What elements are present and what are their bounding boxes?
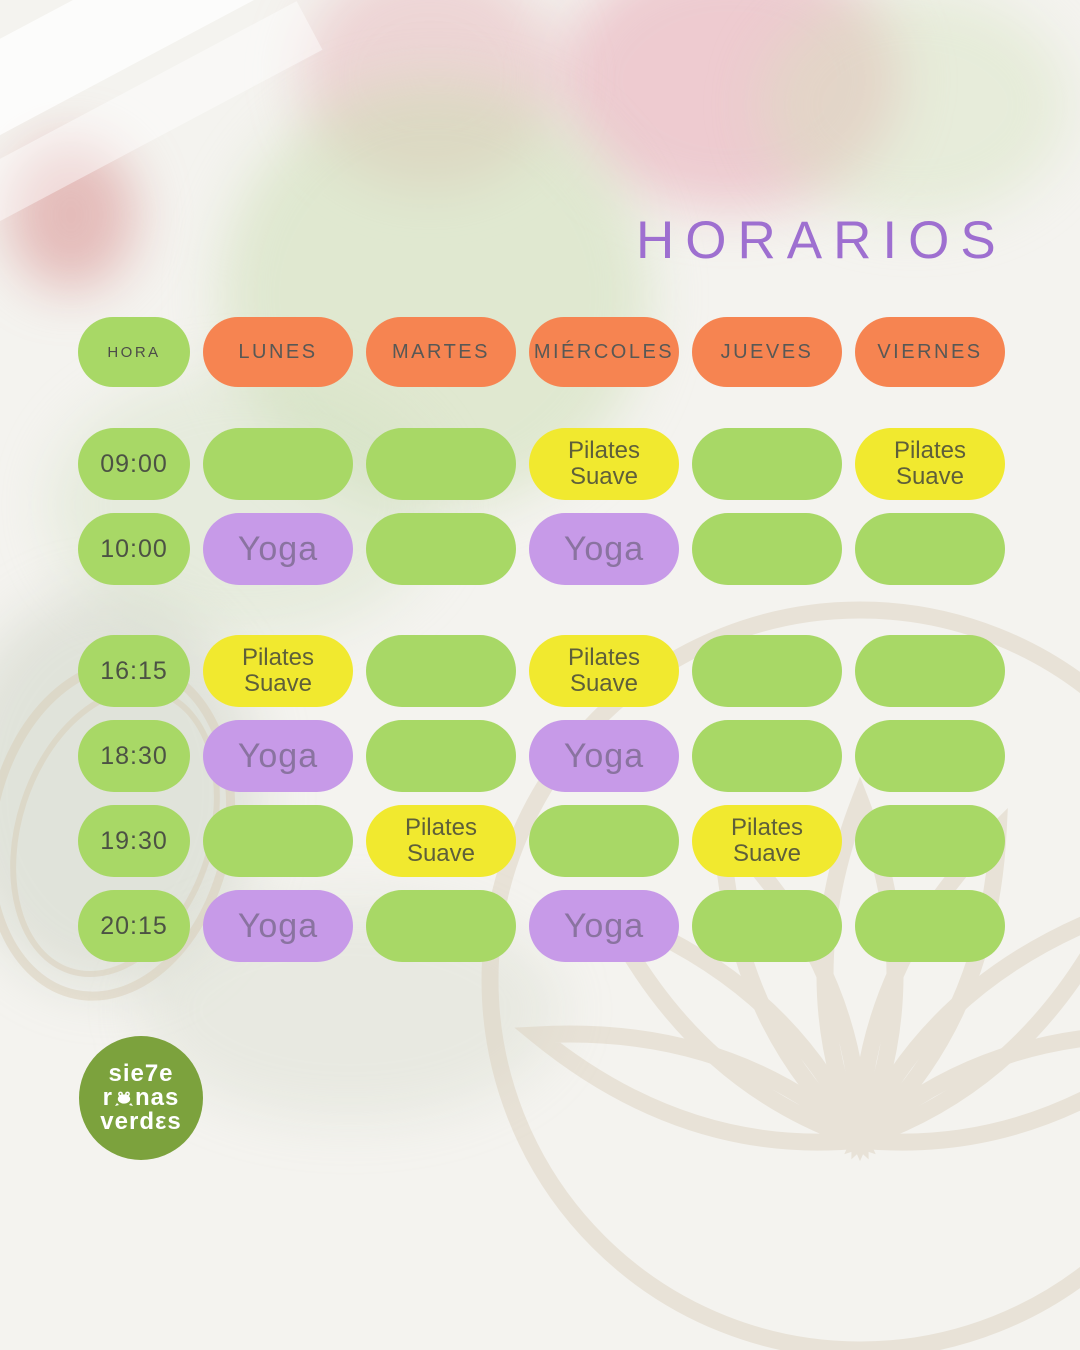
time-pill: 20:15 — [78, 890, 190, 962]
pilates-cell: Pilates Suave — [529, 635, 679, 707]
plant-blur-green-right — [760, 0, 1070, 220]
page-title: HORARIOS — [636, 211, 1007, 270]
empty-slot-cell — [203, 805, 353, 877]
schedule-grid: HORA LUNES MARTES MIÉRCOLES JUEVES VIERNES 09:… — [78, 317, 1005, 962]
empty-slot-cell — [692, 890, 842, 962]
yoga-cell: Yoga — [529, 890, 679, 962]
time-pill: 19:30 — [78, 805, 190, 877]
yoga-cell: Yoga — [529, 720, 679, 792]
plant-blur-pink-top — [560, 0, 900, 210]
empty-slot-cell — [366, 720, 516, 792]
yoga-cell: Yoga — [529, 513, 679, 585]
day-header-pill: LUNES — [203, 317, 353, 387]
empty-slot-cell — [366, 513, 516, 585]
empty-slot-cell — [855, 513, 1005, 585]
pilates-cell: Pilates Suave — [529, 428, 679, 500]
white-diagonal-band-2 — [0, 1, 323, 294]
time-pill: 18:30 — [78, 720, 190, 792]
empty-slot-cell — [366, 890, 516, 962]
empty-slot-cell — [692, 428, 842, 500]
time-pill: 09:00 — [78, 428, 190, 500]
time-pill: 16:15 — [78, 635, 190, 707]
pilates-cell: Pilates Suave — [366, 805, 516, 877]
logo-line-1: sie7e — [108, 1060, 174, 1087]
yoga-cell: Yoga — [203, 720, 353, 792]
empty-slot-cell — [855, 890, 1005, 962]
yoga-cell: Yoga — [203, 513, 353, 585]
day-header-pill: MIÉRCOLES — [529, 317, 679, 387]
empty-slot-cell — [855, 805, 1005, 877]
day-header-pill: VIERNES — [855, 317, 1005, 387]
yoga-cell: Yoga — [203, 890, 353, 962]
day-header-pill: JUEVES — [692, 317, 842, 387]
empty-slot-cell — [855, 720, 1005, 792]
empty-slot-cell — [692, 635, 842, 707]
empty-slot-cell — [692, 720, 842, 792]
time-pill: 10:00 — [78, 513, 190, 585]
studio-logo: sie7e r nas verdεs — [79, 1036, 203, 1160]
hora-header-pill: HORA — [78, 317, 190, 387]
day-header-pill: MARTES — [366, 317, 516, 387]
empty-slot-cell — [203, 428, 353, 500]
empty-slot-cell — [366, 428, 516, 500]
pilates-cell: Pilates Suave — [855, 428, 1005, 500]
empty-slot-cell — [692, 513, 842, 585]
plant-blur-pink-center — [300, 0, 560, 190]
logo-line-3: verdεs — [100, 1108, 182, 1135]
white-diagonal-band — [0, 0, 408, 182]
pilates-cell: Pilates Suave — [692, 805, 842, 877]
frog-icon — [114, 1091, 133, 1106]
plant-blur-red-leaf — [6, 140, 136, 290]
empty-slot-cell — [529, 805, 679, 877]
logo-line-2: r nas — [102, 1084, 180, 1111]
pilates-cell: Pilates Suave — [203, 635, 353, 707]
empty-slot-cell — [366, 635, 516, 707]
empty-slot-cell — [855, 635, 1005, 707]
